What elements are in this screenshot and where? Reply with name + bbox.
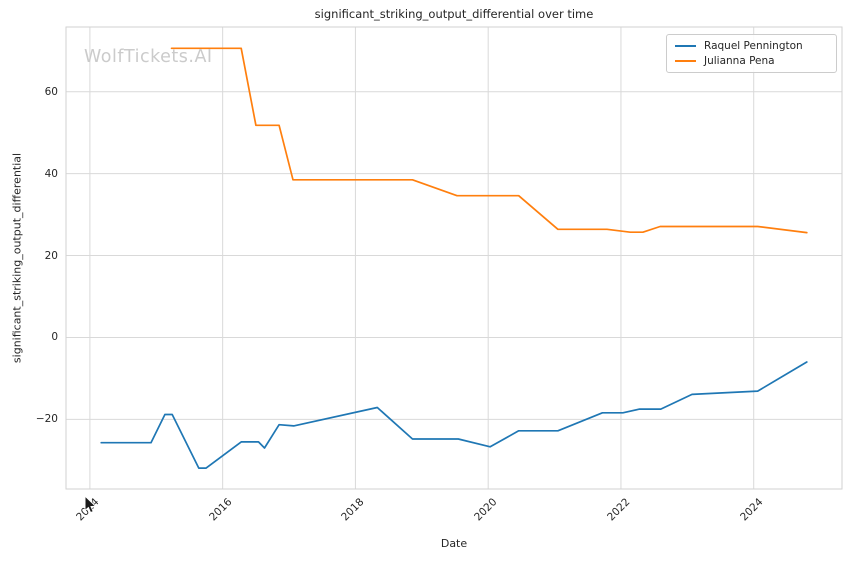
y-tick-label: 60 — [44, 85, 58, 98]
x-axis-label: Date — [440, 537, 468, 550]
legend: Raquel Pennington Julianna Pena — [666, 34, 837, 73]
legend-item-julianna-pena: Julianna Pena — [675, 54, 826, 69]
watermark: WolfTickets.AI — [84, 47, 213, 67]
series-line-raquel-pennington — [100, 361, 808, 469]
series-line-julianna-pena — [170, 47, 808, 234]
y-tick-label: 40 — [44, 167, 58, 180]
legend-line-swatch-orange — [675, 59, 696, 62]
chart-title: significant_striking_output_differential… — [314, 7, 594, 21]
y-tick-label: 0 — [51, 331, 58, 344]
legend-label: Raquel Pennington — [704, 40, 803, 53]
legend-label: Julianna Pena — [704, 54, 775, 67]
legend-item-raquel-pennington: Raquel Pennington — [675, 39, 826, 54]
legend-line-swatch-blue — [675, 45, 696, 48]
plot-frame — [65, 26, 843, 490]
y-axis-label-text: significant_striking_output_differential — [10, 152, 24, 364]
mouse-cursor-icon — [84, 496, 97, 514]
y-tick-label: 20 — [44, 249, 58, 262]
y-tick-label: −20 — [35, 413, 58, 426]
